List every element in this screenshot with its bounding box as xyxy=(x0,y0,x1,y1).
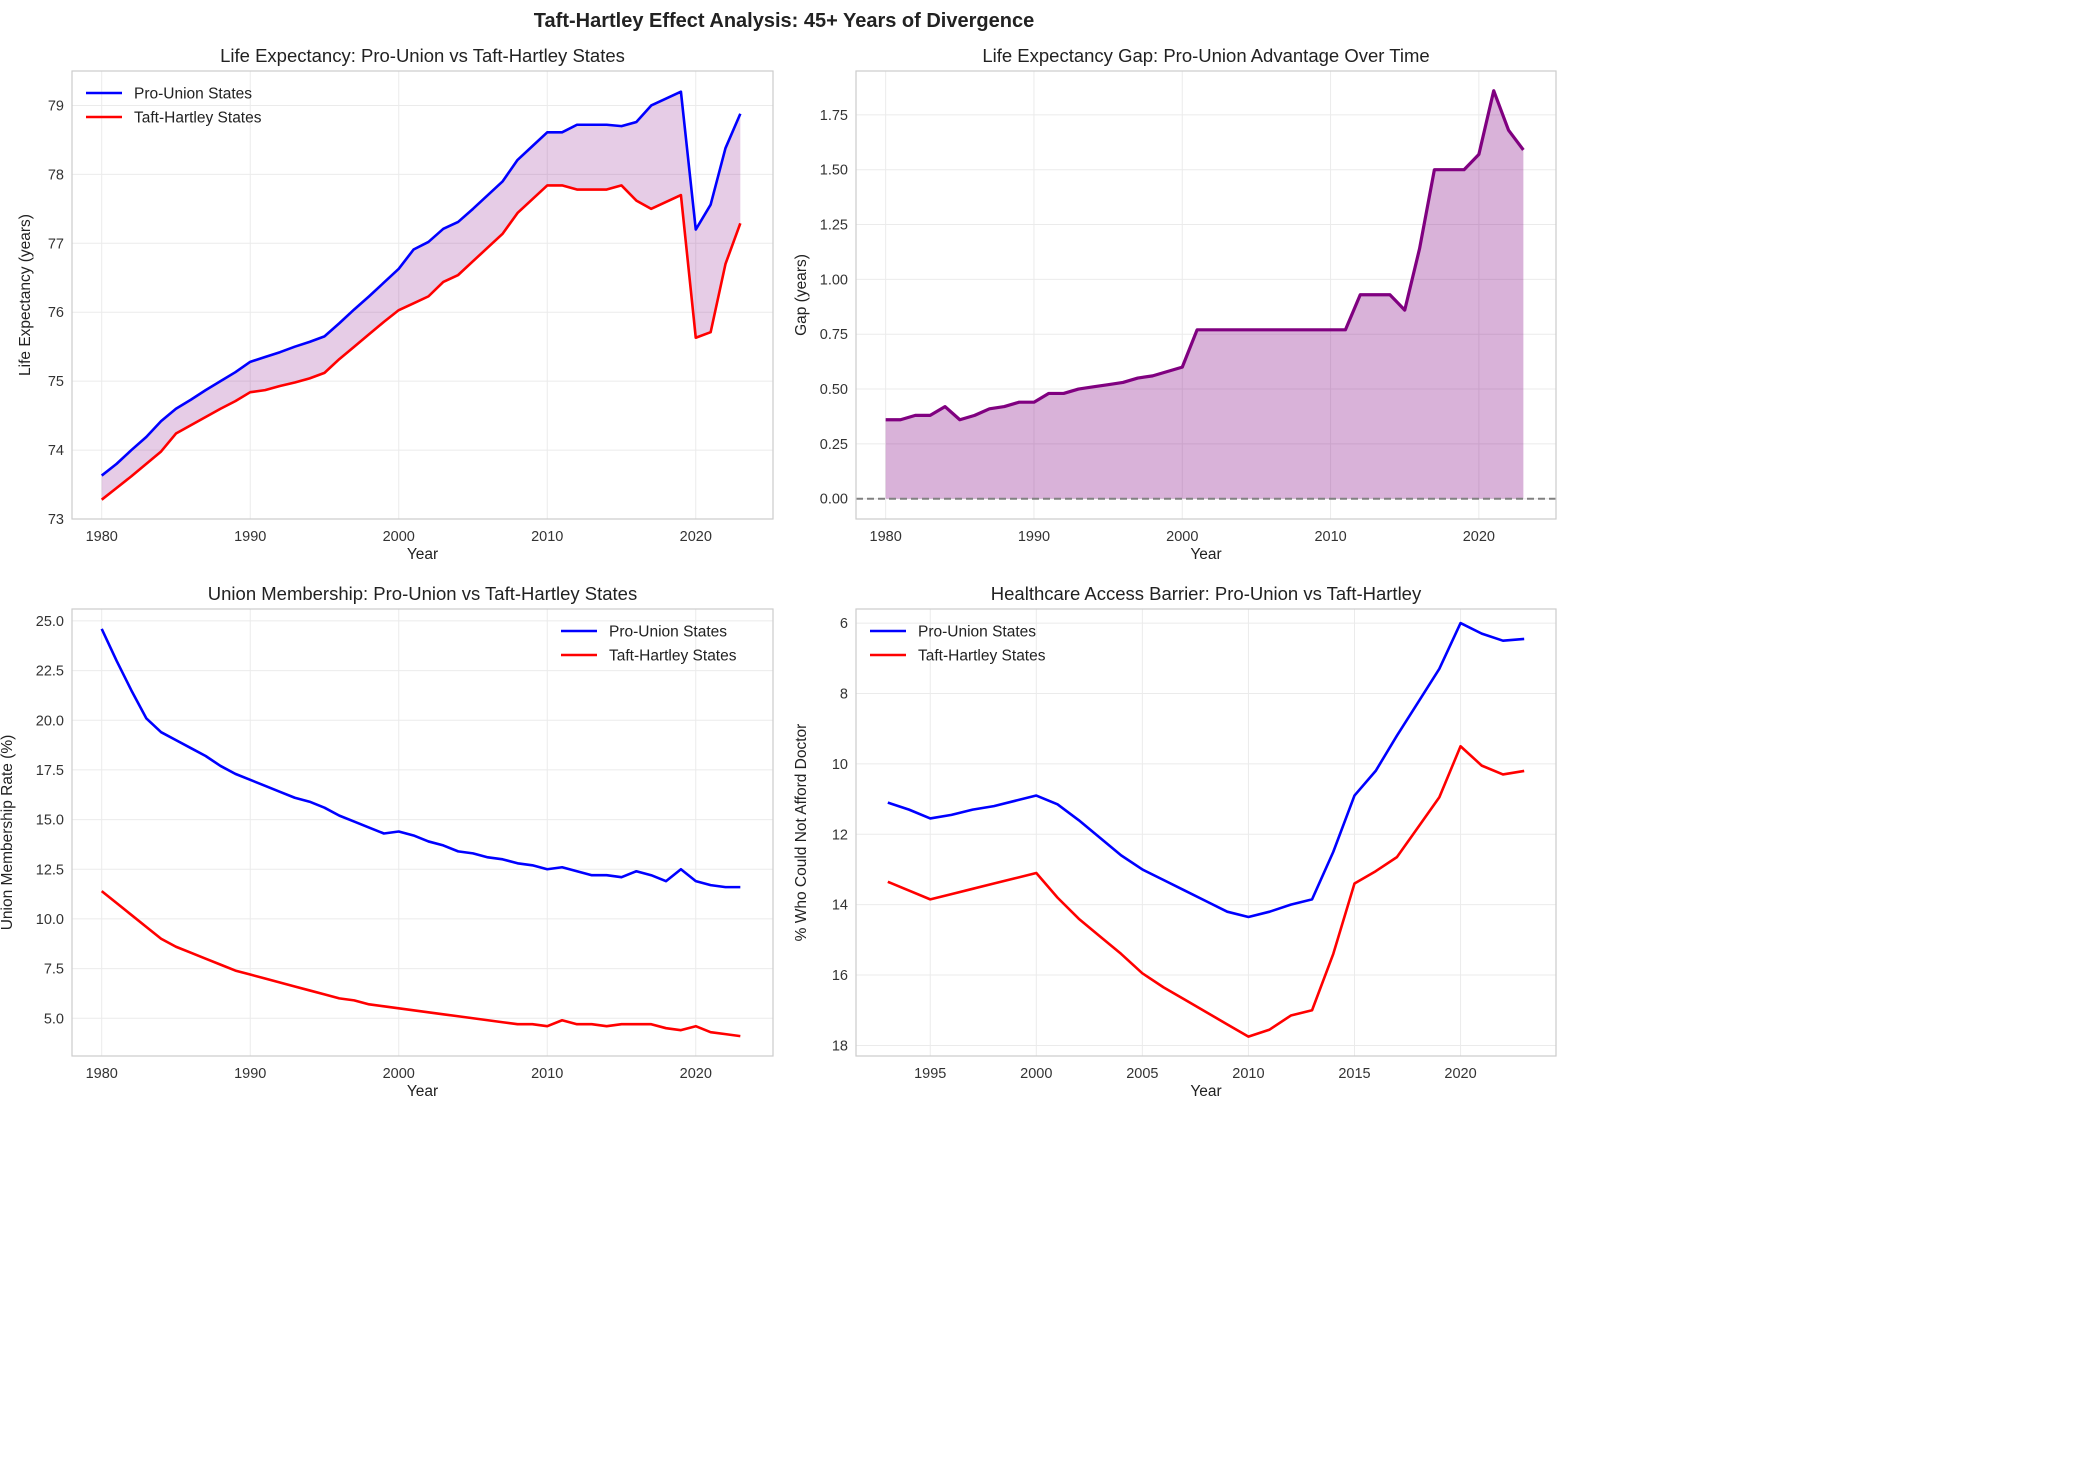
fill-between-area xyxy=(101,91,741,500)
y-tick-label: 1.25 xyxy=(820,218,848,234)
plot-frame xyxy=(855,70,1557,520)
legend-label: Taft-Hartley States xyxy=(609,648,737,665)
y-tick-label: 7.5 xyxy=(44,962,64,978)
y-tick-label: 0.00 xyxy=(820,492,848,508)
y-tick-label: 16 xyxy=(832,968,848,984)
x-tick-label: 2010 xyxy=(531,1066,563,1082)
x-tick-label: 1980 xyxy=(86,529,118,545)
y-tick-label: 1.50 xyxy=(820,163,848,179)
plot-background xyxy=(856,609,1556,1056)
plot-background xyxy=(72,71,773,519)
plot-background xyxy=(72,609,773,1056)
legend-label: Taft-Hartley States xyxy=(134,110,262,127)
x-tick-label: 2020 xyxy=(1444,1066,1476,1082)
y-tick-label: 12 xyxy=(832,827,848,843)
x-tick-label: 2000 xyxy=(383,529,415,545)
x-tick-label: 2000 xyxy=(1166,529,1198,545)
y-tick-label: 17.5 xyxy=(36,763,64,779)
chart-panel-1: 1980 1990 2000 2010 2020 73 74 75 76 77 78 79 Life E… xyxy=(17,45,774,563)
x-tick-label: 2020 xyxy=(1463,529,1495,545)
charts-layer: 1980 1990 2000 2010 2020 73 74 75 76 77 78 79 Life E… xyxy=(0,45,1557,1100)
y-tick-label: 8 xyxy=(840,686,848,702)
y-tick-label: 1.75 xyxy=(820,108,848,124)
series-line-taft-hartley-states xyxy=(100,890,741,1038)
y-tick-label: 6 xyxy=(840,616,848,632)
figure-canvas: Taft-Hartley Effect Analysis: 45+ Years … xyxy=(0,10,1557,1100)
y-tick-label: 75 xyxy=(48,374,64,390)
x-axis-label: Year xyxy=(407,546,438,563)
chart-title: Healthcare Access Barrier: Pro-Union vs … xyxy=(991,583,1422,604)
chart-title: Union Membership: Pro-Union vs Taft-Hart… xyxy=(208,583,637,604)
chart-title: Life Expectancy: Pro-Union vs Taft-Hartl… xyxy=(220,45,625,66)
y-tick-label: 12.5 xyxy=(36,862,64,878)
x-tick-label: 2010 xyxy=(531,529,563,545)
x-tick-label: 2020 xyxy=(680,1066,712,1082)
x-axis-label: Year xyxy=(1190,1083,1221,1100)
x-tick-label: 2010 xyxy=(1232,1066,1264,1082)
y-tick-label: 0.25 xyxy=(820,437,848,453)
y-axis-label: Gap (years) xyxy=(793,254,810,336)
chart-panel-3: 1980 1990 2000 2010 2020 5.0 7.5 10.0 12.5 15.0 17… xyxy=(0,583,774,1100)
series-line-taft-hartley-states xyxy=(887,744,1525,1038)
x-tick-label: 2000 xyxy=(1020,1066,1052,1082)
y-tick-label: 76 xyxy=(48,305,64,321)
x-tick-label: 2015 xyxy=(1338,1066,1370,1082)
series-line-pro-union-states xyxy=(100,628,741,889)
y-tick-label: 20.0 xyxy=(36,713,64,729)
series-line-taft-hartley-states xyxy=(100,184,742,501)
plot-frame xyxy=(855,608,1557,1057)
chart-title: Life Expectancy Gap: Pro-Union Advantage… xyxy=(982,45,1429,66)
y-tick-label: 25.0 xyxy=(36,614,64,630)
series-line-gap xyxy=(885,89,1525,422)
y-axis-label: Life Expectancy (years) xyxy=(17,214,34,376)
x-tick-label: 2005 xyxy=(1126,1066,1158,1082)
y-tick-label: 22.5 xyxy=(36,664,64,680)
y-axis-label: % Who Could Not Afford Doctor xyxy=(793,724,810,942)
y-tick-label: 78 xyxy=(48,167,64,183)
legend-label: Pro-Union States xyxy=(134,86,252,103)
y-tick-label: 74 xyxy=(48,443,64,459)
x-tick-label: 1990 xyxy=(234,1066,266,1082)
chart-panel-2: 1980 1990 2000 2010 2020 0.00 0.25 0.50 0.75 1.00… xyxy=(793,45,1557,563)
series-line-pro-union-states xyxy=(100,90,742,477)
y-tick-label: 79 xyxy=(48,98,64,114)
plot-area xyxy=(100,90,742,501)
plot-frame xyxy=(71,608,774,1057)
y-tick-label: 5.0 xyxy=(44,1011,64,1027)
x-tick-label: 1995 xyxy=(914,1066,946,1082)
x-axis-label: Year xyxy=(407,1083,438,1100)
y-tick-label: 77 xyxy=(48,236,64,252)
x-tick-label: 2020 xyxy=(680,529,712,545)
plot-area xyxy=(100,628,741,1038)
series-line-pro-union-states xyxy=(887,621,1525,919)
y-tick-label: 73 xyxy=(48,512,64,528)
x-tick-label: 1990 xyxy=(1018,529,1050,545)
y-tick-label: 10.0 xyxy=(36,912,64,928)
x-tick-label: 1980 xyxy=(86,1066,118,1082)
plot-area xyxy=(887,621,1525,1038)
x-axis-label: Year xyxy=(1190,546,1221,563)
y-tick-label: 0.50 xyxy=(820,382,848,398)
legend-label: Pro-Union States xyxy=(609,624,727,641)
y-tick-label: 1.00 xyxy=(820,272,848,288)
legend-label: Pro-Union States xyxy=(918,624,1036,641)
y-tick-label: 15.0 xyxy=(36,813,64,829)
x-tick-label: 1980 xyxy=(870,529,902,545)
x-tick-label: 2000 xyxy=(383,1066,415,1082)
y-tick-label: 10 xyxy=(832,757,848,773)
chart-panel-4: 1995 2000 2005 2010 2015 2020 6 8 10 12 14 16 18 Heal… xyxy=(793,583,1557,1100)
figure-title: Taft-Hartley Effect Analysis: 45+ Years … xyxy=(534,10,1034,32)
plot-frame xyxy=(71,70,774,520)
y-tick-label: 18 xyxy=(832,1038,848,1054)
y-tick-label: 0.75 xyxy=(820,327,848,343)
y-tick-label: 14 xyxy=(832,898,848,914)
figure: Taft-Hartley Effect Analysis: 45+ Years … xyxy=(0,10,1557,1100)
plot-area xyxy=(856,89,1556,500)
x-tick-label: 2010 xyxy=(1314,529,1346,545)
x-tick-label: 1990 xyxy=(234,529,266,545)
y-axis-label: Union Membership Rate (%) xyxy=(0,735,16,931)
legend-label: Taft-Hartley States xyxy=(918,648,1046,665)
